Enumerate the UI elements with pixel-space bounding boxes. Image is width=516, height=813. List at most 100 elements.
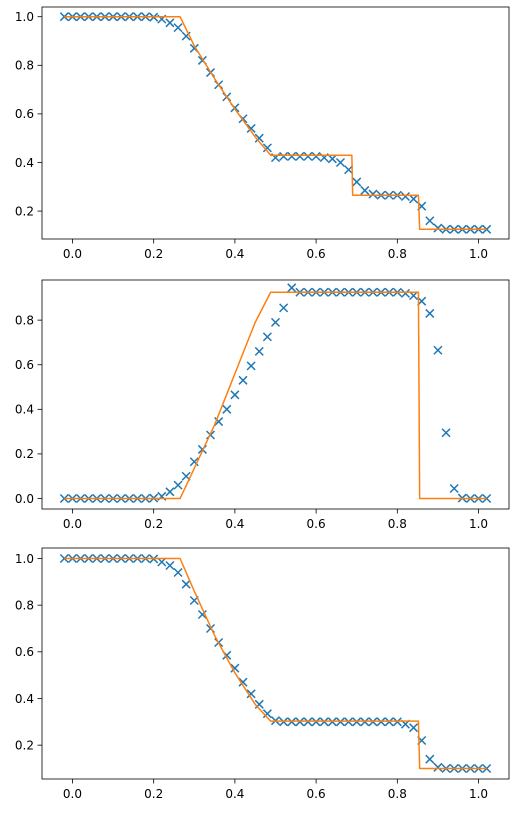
data-point-marker bbox=[335, 157, 346, 168]
data-point-marker bbox=[197, 609, 207, 620]
data-point-marker bbox=[254, 346, 264, 356]
data-layer bbox=[59, 12, 492, 234]
data-point-marker bbox=[360, 185, 370, 195]
x-tick-label: 0.2 bbox=[144, 787, 163, 801]
y-tick-label: 0.2 bbox=[15, 447, 34, 461]
axes-frame bbox=[41, 547, 510, 780]
data-point-marker bbox=[327, 154, 337, 164]
data-point-marker bbox=[230, 663, 240, 673]
x-tick-label: 0.4 bbox=[225, 787, 244, 801]
data-point-marker bbox=[246, 123, 256, 133]
y-tick-label: 1.0 bbox=[15, 552, 34, 566]
data-point-marker bbox=[230, 390, 240, 400]
data-point-marker bbox=[368, 189, 378, 199]
data-point-marker bbox=[425, 216, 435, 226]
subplot-middle: 0.0 0.2 0.4 0.6 0.8 1.0 0.0 0.2 0.4 0.6 0.8 bbox=[15, 279, 510, 531]
y-tick-label: 0.6 bbox=[15, 107, 34, 121]
data-layer bbox=[59, 553, 492, 774]
x-tick-label: 0.2 bbox=[144, 517, 163, 531]
data-point-marker bbox=[181, 579, 191, 589]
data-point-marker bbox=[441, 428, 451, 438]
reference-solution-line bbox=[64, 15, 487, 231]
data-point-marker bbox=[165, 560, 175, 571]
data-point-marker bbox=[262, 143, 272, 153]
data-point-marker bbox=[400, 288, 410, 298]
data-point-marker bbox=[311, 151, 321, 161]
y-tick-label: 0.2 bbox=[15, 204, 34, 218]
y-tick-label: 0.4 bbox=[15, 692, 34, 706]
subplot-bottom: 0.0 0.2 0.4 0.6 0.8 1.0 0.2 0.4 0.6 0.8 1.0 bbox=[15, 547, 510, 801]
x-tick-label: 0.4 bbox=[225, 247, 244, 261]
data-point-marker bbox=[433, 762, 443, 772]
data-point-marker bbox=[173, 567, 183, 578]
y-tick-label: 0.8 bbox=[15, 313, 34, 327]
plot-area bbox=[42, 7, 509, 239]
plot-area bbox=[42, 280, 509, 509]
y-tick-label: 0.2 bbox=[15, 738, 34, 752]
subplot-top: 0.0 0.2 0.4 0.6 0.8 1.0 0.2 0.4 0.6 0.8 1.0 bbox=[15, 6, 510, 261]
data-point-marker bbox=[279, 151, 289, 161]
x-tick-label: 0.6 bbox=[307, 787, 326, 801]
x-tick-label: 0.6 bbox=[307, 517, 326, 531]
reference-solution-line bbox=[64, 557, 487, 770]
y-tick-label: 0.4 bbox=[15, 156, 34, 170]
data-point-marker bbox=[189, 457, 199, 467]
x-tick-label: 0.8 bbox=[388, 247, 407, 261]
data-point-marker bbox=[165, 18, 175, 28]
data-point-marker bbox=[157, 557, 167, 567]
x-tick-label: 0.8 bbox=[388, 517, 407, 531]
x-tick-label: 0.2 bbox=[144, 247, 163, 261]
data-point-marker bbox=[254, 133, 264, 143]
y-tick-label: 0.6 bbox=[15, 645, 34, 659]
x-tick-label: 0.0 bbox=[63, 787, 82, 801]
data-point-marker bbox=[238, 677, 248, 687]
x-tick-label: 0.6 bbox=[307, 247, 326, 261]
data-point-marker bbox=[433, 223, 443, 233]
data-point-marker bbox=[254, 699, 264, 709]
x-tick-label: 0.0 bbox=[63, 247, 82, 261]
data-point-marker bbox=[214, 417, 224, 427]
data-point-marker bbox=[173, 23, 183, 33]
data-point-marker bbox=[409, 723, 419, 733]
data-point-marker bbox=[352, 177, 362, 187]
x-tick-label: 1.0 bbox=[469, 247, 488, 261]
data-point-marker bbox=[425, 308, 435, 318]
x-tick-label: 1.0 bbox=[469, 787, 488, 801]
data-point-marker bbox=[295, 151, 305, 161]
data-point-marker bbox=[262, 332, 272, 342]
data-point-marker bbox=[246, 689, 256, 699]
x-tick-label: 0.4 bbox=[225, 517, 244, 531]
x-tick-label: 0.8 bbox=[388, 787, 407, 801]
data-point-marker bbox=[287, 151, 297, 161]
data-point-marker bbox=[400, 191, 410, 202]
data-point-marker bbox=[246, 361, 256, 371]
y-tick-label: 0.0 bbox=[15, 492, 34, 506]
x-tick-label: 0.0 bbox=[63, 517, 82, 531]
axes-frame bbox=[41, 279, 510, 510]
data-point-marker bbox=[433, 345, 443, 355]
y-tick-label: 0.4 bbox=[15, 403, 34, 417]
data-layer bbox=[59, 283, 492, 504]
data-point-marker bbox=[409, 194, 419, 204]
data-point-marker bbox=[344, 165, 354, 175]
plot-area bbox=[42, 548, 509, 779]
data-point-marker bbox=[279, 303, 289, 313]
y-tick-label: 0.8 bbox=[15, 598, 34, 612]
y-tick-label: 0.6 bbox=[15, 358, 34, 372]
reference-solution-line bbox=[64, 291, 487, 500]
data-point-marker bbox=[165, 487, 175, 497]
data-point-marker bbox=[449, 483, 459, 494]
data-point-marker bbox=[425, 754, 435, 764]
x-tick-label: 1.0 bbox=[469, 517, 488, 531]
data-point-marker bbox=[303, 151, 313, 161]
data-point-marker bbox=[173, 480, 183, 490]
data-point-marker bbox=[287, 283, 297, 293]
y-tick-label: 0.8 bbox=[15, 59, 34, 73]
data-point-marker bbox=[222, 404, 232, 414]
y-tick-label: 1.0 bbox=[15, 10, 34, 24]
data-point-marker bbox=[270, 317, 281, 327]
axes-frame bbox=[41, 6, 510, 240]
data-point-marker bbox=[238, 375, 248, 385]
data-point-marker bbox=[262, 709, 272, 719]
